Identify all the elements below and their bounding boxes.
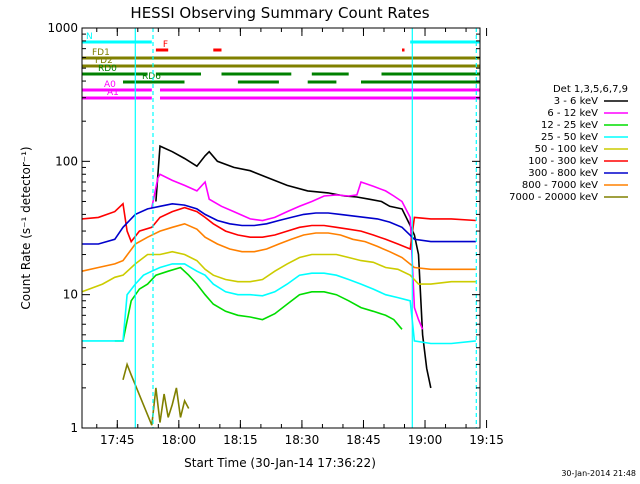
flag-segment-f-0 [155, 48, 169, 52]
flag-segment-f-1 [213, 48, 222, 52]
x-tick-label: 18:30 [285, 433, 320, 447]
flag-segment-n-1 [410, 40, 480, 44]
legend-label-25-50-kev: 25 - 50 keV [541, 132, 598, 143]
flag-label-fd2: FD2 [95, 56, 113, 66]
flag-segment-rd6-2 [307, 80, 337, 84]
series-line-7000-20000-kev [122, 361, 190, 426]
flag-segment-rd6-3 [361, 80, 480, 84]
series-line-50-100-kev [81, 250, 476, 293]
flag-segment-rd0-1 [155, 72, 201, 76]
chart-title: HESSI Observing Summary Count Rates [130, 4, 429, 22]
y-tick-label: 100 [55, 154, 78, 168]
x-tick-label: 17:45 [100, 433, 135, 447]
legend-label-300-800-kev: 300 - 800 keV [528, 168, 598, 179]
flag-label-n: N [86, 32, 93, 42]
flag-segment-fd1-0 [82, 56, 480, 60]
flag-label-a1: A1 [107, 88, 119, 98]
flag-segment-rd0-2 [221, 72, 292, 76]
x-tick-label: 18:15 [223, 433, 258, 447]
y-tick-label: 10 [63, 288, 78, 302]
flag-segment-f-2 [402, 48, 405, 52]
x-tick-label: 19:00 [408, 433, 443, 447]
x-tick-label: 18:45 [346, 433, 381, 447]
flag-segment-rd0-0 [82, 72, 148, 76]
legend-header: Det 1,3,5,6,7,9 [553, 84, 628, 95]
y-tick-label: 1000 [47, 21, 78, 35]
y-tick-label: 1 [70, 421, 78, 435]
flag-segment-rd6-0 [123, 80, 185, 84]
flag-segment-a1-0 [82, 96, 152, 100]
footer-date: 30-Jan-2014 21:48 [561, 469, 636, 478]
flag-label-f: F [163, 40, 168, 50]
flag-label-rd0: RD0 [98, 64, 117, 74]
legend-label-800-7000-kev: 800 - 7000 keV [522, 180, 598, 191]
legend-label-100-300-kev: 100 - 300 keV [528, 156, 598, 167]
legend-label-50-100-kev: 50 - 100 keV [535, 144, 599, 155]
flag-label-a0: A0 [104, 80, 116, 90]
flag-label-rd6: RD6 [142, 72, 161, 82]
flag-label-fd1: FD1 [92, 48, 110, 58]
x-tick-label: 19:15 [469, 433, 504, 447]
legend-label-3-6-kev: 3 - 6 keV [554, 96, 598, 107]
series-line-300-800-kev [82, 202, 476, 245]
flag-segment-rd6-1 [237, 80, 279, 84]
x-tick-label: 18:00 [162, 433, 197, 447]
axes: 1 10 100 1000 17:45 18:00 18:15 18:30 18:45 19:00… [47, 21, 503, 447]
y-axis-label: Count Rate (s⁻¹ detector⁻¹) [19, 146, 33, 309]
legend-label-7000-20000-kev: 7000 - 20000 keV [509, 192, 598, 203]
series-line-3-6-kev [155, 144, 432, 389]
legend-label-12-25-kev: 12 - 25 keV [541, 120, 598, 131]
saa-lines [134, 28, 477, 428]
flag-segment-a1-1 [160, 96, 480, 100]
flag-segment-rd0-3 [311, 72, 349, 76]
series-line-6-12-kev [151, 173, 424, 330]
flag-segment-n-0 [82, 40, 152, 44]
flag-segment-a0-0 [82, 88, 152, 92]
series-line-12-25-kev [114, 266, 403, 342]
x-axis-label: Start Time (30-Jan-14 17:36:22) [184, 456, 376, 470]
flag-segment-rd0-4 [381, 72, 480, 76]
series-line-25-50-kev [82, 263, 476, 345]
flag-segment-fd2-0 [82, 64, 480, 68]
flag-segment-a0-1 [160, 88, 480, 92]
series-line-800-7000-kev [81, 222, 476, 272]
legend-label-6-12-kev: 6 - 12 keV [547, 108, 598, 119]
